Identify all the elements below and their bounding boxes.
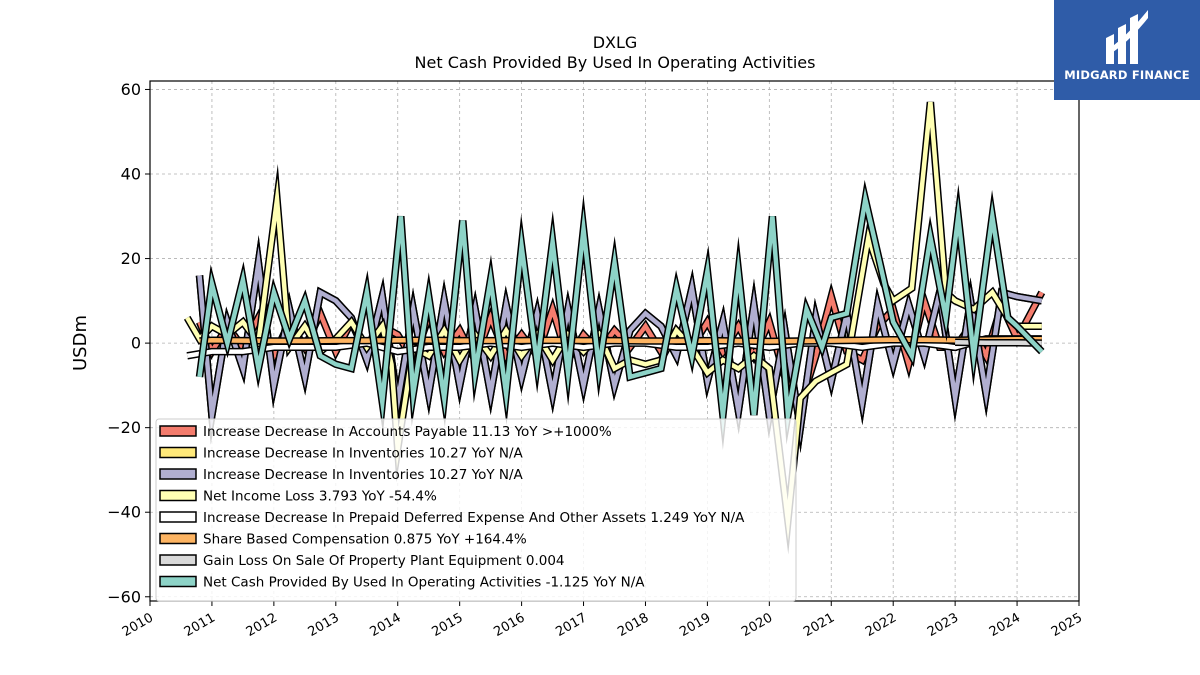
y-tick-label: 60 [121, 80, 141, 99]
legend-item: Net Cash Provided By Used In Operating A… [159, 575, 645, 591]
midgard-logo-icon [1106, 10, 1148, 64]
brand-logo: MIDGARD FINANCE [1054, 0, 1200, 100]
series-stroke [197, 246, 1043, 443]
legend-swatch [159, 554, 197, 566]
x-tick-label: 2012 [244, 610, 280, 640]
legend-swatch [159, 446, 197, 459]
x-tick-label: 2011 [182, 610, 218, 640]
y-tick-label: 20 [121, 249, 141, 268]
y-tick-label: −40 [107, 503, 141, 522]
legend-swatch [159, 468, 197, 480]
legend-label: Share Based Compensation 0.875 YoY +164.… [203, 532, 527, 548]
x-tick-label: 2010 [120, 610, 156, 640]
y-axis-ticks: −60 −40 −20 0 20 40 60 [107, 80, 150, 606]
x-tick-label: 2013 [306, 610, 342, 640]
legend-swatch [159, 425, 197, 437]
x-tick-label: 2016 [491, 610, 527, 640]
legend-item: Increase Decrease In Inventories 10.27 Y… [159, 446, 524, 462]
x-tick-label: 2019 [677, 610, 713, 640]
legend-label: Increase Decrease In Accounts Payable 11… [203, 424, 612, 440]
y-tick-label: 0 [131, 334, 141, 353]
legend-swatch [159, 575, 197, 588]
legend: Increase Decrease In Accounts Payable 11… [155, 418, 797, 602]
legend-swatch [159, 489, 197, 502]
legend-swatch [159, 511, 197, 523]
legend-item: Increase Decrease In Prepaid Deferred Ex… [159, 510, 745, 526]
y-tick-label: −20 [107, 418, 141, 437]
x-tick-label: 2022 [863, 610, 899, 640]
series-line-7 [195, 179, 1045, 450]
legend-item: Net Income Loss 3.793 YoY -54.4% [159, 489, 437, 505]
x-axis-ticks: 2010 2011 2012 2013 2014 2015 2016 2017 2018 2019… [120, 601, 1085, 640]
legend-item: Share Based Compensation 0.875 YoY +164.… [159, 532, 527, 548]
x-tick-label: 2018 [615, 610, 651, 640]
legend-frame [155, 418, 797, 602]
x-tick-label: 2014 [368, 610, 404, 640]
legend-item: Gain Loss On Sale Of Property Plant Equi… [159, 553, 565, 569]
x-tick-label: 2015 [430, 610, 466, 640]
legend-label: Increase Decrease In Inventories 10.27 Y… [203, 467, 524, 483]
legend-label: Gain Loss On Sale Of Property Plant Equi… [203, 553, 565, 569]
chart-subtitle: Net Cash Provided By Used In Operating A… [415, 53, 816, 72]
series-line-2 [195, 235, 1043, 453]
legend-label: Net Cash Provided By Used In Operating A… [203, 575, 645, 591]
x-tick-label: 2025 [1049, 610, 1085, 640]
x-tick-label: 2020 [739, 610, 775, 640]
brand-name: MIDGARD FINANCE [1064, 68, 1190, 82]
x-tick-label: 2023 [925, 610, 961, 640]
x-tick-label: 2021 [801, 610, 837, 640]
series-lines [183, 101, 1046, 555]
chart-title: DXLG [593, 33, 638, 52]
y-tick-label: 40 [121, 165, 141, 184]
series-stroke [197, 187, 1044, 436]
legend-label: Increase Decrease In Prepaid Deferred Ex… [203, 510, 745, 526]
legend-label: Net Income Loss 3.793 YoY -54.4% [203, 489, 437, 505]
legend-swatch [159, 532, 197, 545]
y-tick-label: −60 [107, 587, 141, 606]
x-tick-label: 2024 [987, 610, 1023, 640]
legend-item: Increase Decrease In Accounts Payable 11… [159, 424, 612, 440]
x-tick-label: 2017 [553, 610, 589, 640]
legend-item: Increase Decrease In Inventories 10.27 Y… [159, 467, 524, 483]
y-axis-label: USDm [70, 315, 91, 371]
legend-label: Increase Decrease In Inventories 10.27 Y… [203, 446, 524, 462]
